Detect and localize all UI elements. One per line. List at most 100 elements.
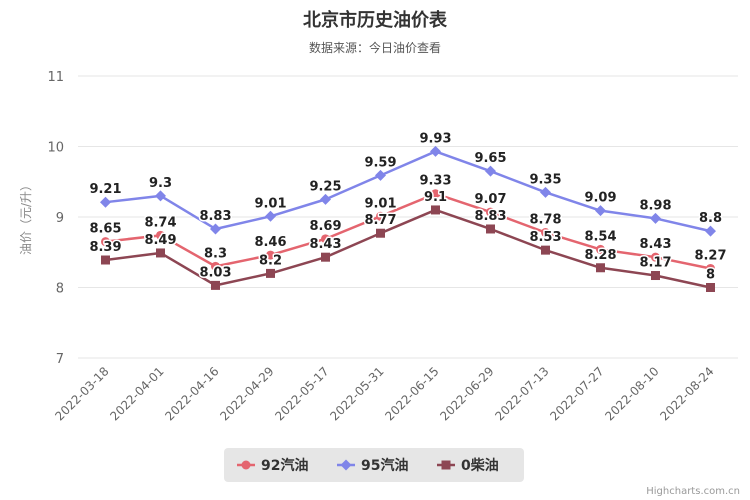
x-tick-label: 2022-07-13 xyxy=(492,364,551,423)
data-label: 9.01 xyxy=(254,196,286,211)
legend-item-92[interactable]: 92汽油 xyxy=(237,457,308,474)
series-95-point[interactable] xyxy=(320,193,331,205)
series-92 xyxy=(101,189,715,273)
data-label: 8.46 xyxy=(254,235,286,250)
series-diesel-point[interactable] xyxy=(376,228,385,238)
x-tick-label: 2022-08-24 xyxy=(657,364,716,423)
data-label: 9.65 xyxy=(474,151,506,166)
legend-item-95[interactable]: 95汽油 xyxy=(337,457,408,474)
series-95-point[interactable] xyxy=(595,205,606,217)
data-label: 9.09 xyxy=(584,191,616,206)
series-95-point[interactable] xyxy=(210,223,221,235)
series-diesel-point[interactable] xyxy=(596,263,605,273)
x-tick-label: 2022-04-16 xyxy=(162,364,221,423)
series-92-point[interactable] xyxy=(266,250,275,260)
data-label: 8.17 xyxy=(639,256,671,271)
data-label: 8.39 xyxy=(89,240,121,255)
series-92-point[interactable] xyxy=(596,244,605,254)
series-92-point[interactable] xyxy=(431,189,440,199)
series-diesel-point[interactable] xyxy=(431,205,440,215)
data-label: 8.53 xyxy=(529,230,561,245)
series-95-point[interactable] xyxy=(650,212,661,224)
legend-label: 92汽油 xyxy=(261,457,308,474)
x-tick-label: 2022-05-31 xyxy=(327,364,386,423)
data-label: 8.8 xyxy=(699,211,722,226)
series-92-point[interactable] xyxy=(376,211,385,221)
series-95-line xyxy=(105,150,711,233)
data-label: 8.69 xyxy=(309,219,341,234)
data-label: 8.54 xyxy=(584,229,616,244)
legend-marker-icon xyxy=(441,460,451,470)
data-label: 8.43 xyxy=(309,237,341,252)
data-label: 9.35 xyxy=(529,172,561,187)
chart-title: 北京市历史油价表 xyxy=(303,9,448,31)
series-95-point[interactable] xyxy=(430,145,441,157)
series-diesel-point[interactable] xyxy=(486,224,495,234)
series-group xyxy=(100,145,716,292)
series-diesel-point[interactable] xyxy=(211,280,220,290)
x-tick-label: 2022-05-17 xyxy=(272,364,331,423)
series-diesel-point[interactable] xyxy=(266,268,275,278)
series-92-point[interactable] xyxy=(486,207,495,217)
x-tick-label: 2022-04-29 xyxy=(217,364,276,423)
series-diesel-point[interactable] xyxy=(651,271,660,281)
series-95-point[interactable] xyxy=(375,169,386,181)
series-diesel-point[interactable] xyxy=(541,245,550,255)
grid xyxy=(78,75,738,359)
y-tick-label: 9 xyxy=(56,211,64,226)
y-tick-label: 10 xyxy=(47,141,64,156)
legend: 92汽油 95汽油 0柴油 xyxy=(224,448,524,482)
series-diesel-point[interactable] xyxy=(706,283,715,292)
series-95-point[interactable] xyxy=(265,210,276,222)
data-label: 8.65 xyxy=(89,222,121,237)
series-95 xyxy=(100,145,716,237)
series-92-point[interactable] xyxy=(706,263,715,273)
series-95-point[interactable] xyxy=(485,165,496,177)
data-label: 8.28 xyxy=(584,248,616,263)
series-92-point[interactable] xyxy=(211,261,220,271)
data-label: 8.03 xyxy=(199,265,231,280)
series-92-point[interactable] xyxy=(541,228,550,238)
series-95-point[interactable] xyxy=(705,225,716,237)
data-label: 8.3 xyxy=(204,246,227,261)
data-labels: 8.65 8.74 8.3 8.46 8.69 9.01 9.33 9.07 8.78 8.54 8… xyxy=(88,130,728,284)
legend-label: 95汽油 xyxy=(361,457,408,474)
data-label: 8.98 xyxy=(639,198,671,213)
data-label: 9.07 xyxy=(474,192,506,207)
series-95-point[interactable] xyxy=(155,190,166,202)
data-label: 8.83 xyxy=(474,209,506,224)
y-tick-label: 11 xyxy=(47,70,64,85)
x-tick-label: 2022-04-01 xyxy=(107,364,166,423)
data-label: 9.33 xyxy=(419,174,451,189)
series-diesel xyxy=(101,205,715,292)
x-tick-label: 2022-03-18 xyxy=(52,364,111,423)
legend-marker-icon xyxy=(241,460,251,470)
series-92-line xyxy=(105,192,711,270)
series-95-point[interactable] xyxy=(100,196,111,208)
legend-item-diesel[interactable]: 0柴油 xyxy=(437,457,499,474)
data-label: 8.49 xyxy=(144,233,176,248)
y-axis-title: 油价（元/升） xyxy=(19,179,33,255)
series-92-point[interactable] xyxy=(101,237,110,247)
series-diesel-point[interactable] xyxy=(101,255,110,265)
x-tick-label: 2022-07-27 xyxy=(547,364,606,423)
series-95-point[interactable] xyxy=(540,186,551,198)
data-label: 8.78 xyxy=(529,213,561,228)
data-label: 8 xyxy=(706,268,715,283)
data-label: 8.43 xyxy=(639,237,671,252)
data-label: 8.74 xyxy=(144,215,176,230)
data-label: 9.21 xyxy=(89,182,121,197)
credits-text: Highcharts.com.cn xyxy=(646,486,740,497)
legend-label: 0柴油 xyxy=(461,457,499,474)
series-diesel-point[interactable] xyxy=(321,252,330,262)
data-label: 9.1 xyxy=(424,190,447,205)
data-label: 9.25 xyxy=(309,179,341,194)
series-92-point[interactable] xyxy=(321,234,330,244)
series-diesel-point[interactable] xyxy=(156,248,165,258)
series-92-point[interactable] xyxy=(156,230,165,240)
series-92-point[interactable] xyxy=(651,252,660,262)
x-tick-label: 2022-08-10 xyxy=(602,364,661,423)
data-label: 9.3 xyxy=(149,176,172,191)
data-label: 8.2 xyxy=(259,253,282,268)
